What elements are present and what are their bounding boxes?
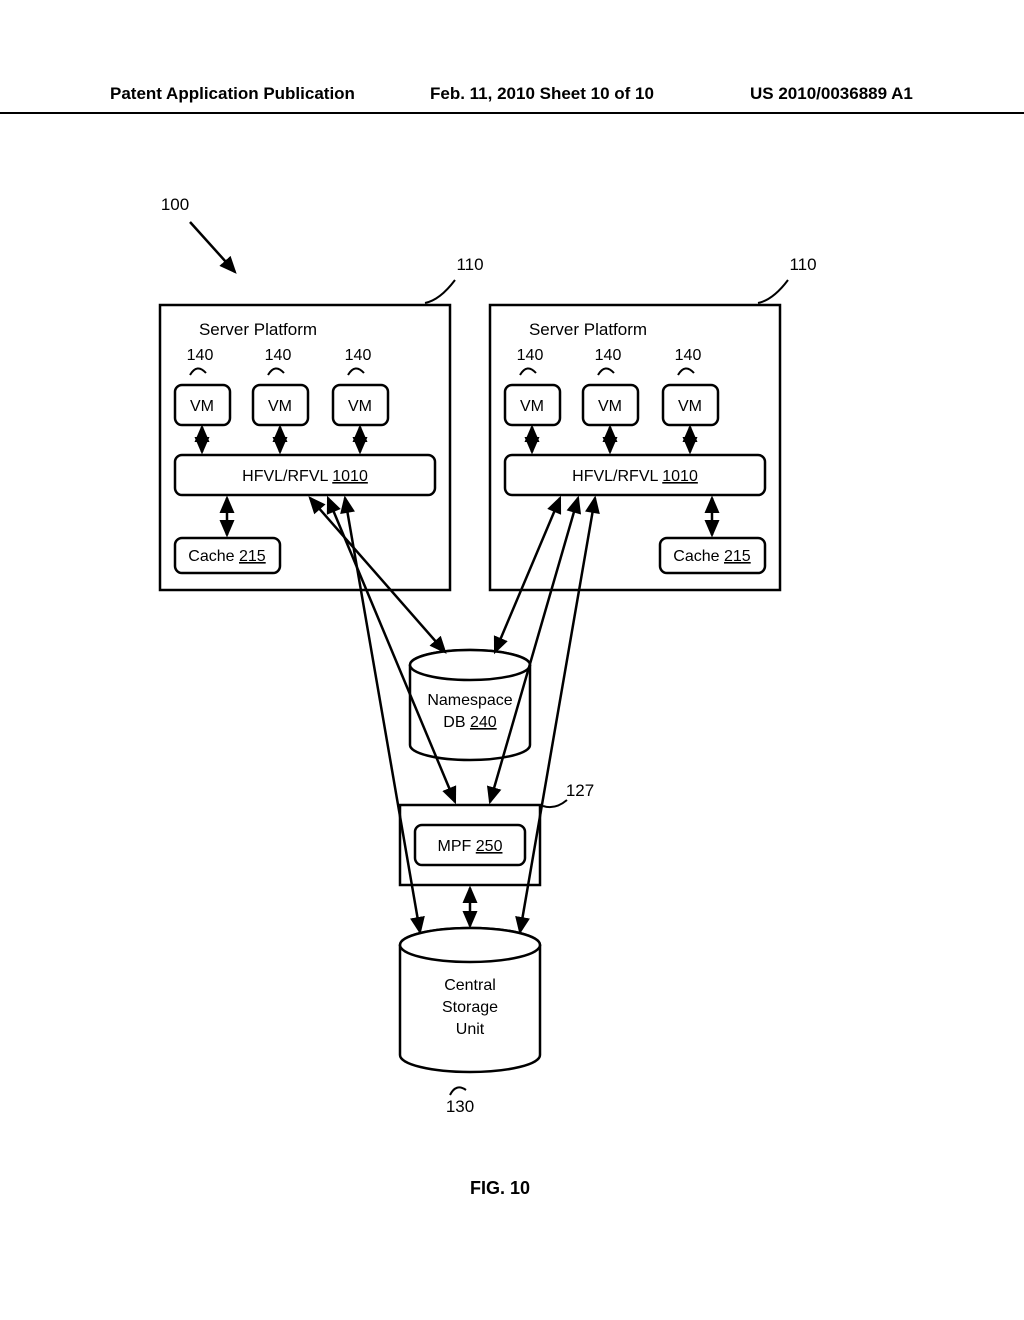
vm-ref-l2: 140 — [265, 347, 292, 364]
vm-lead-l2 — [268, 368, 284, 375]
vm-lead-l3 — [348, 368, 364, 375]
vm-label-l2: VM — [268, 398, 292, 415]
cache-label-left: Cache 215 — [188, 548, 266, 565]
namespace-db: Namespace DB 240 — [410, 650, 530, 760]
hfvl-mpf-right — [490, 498, 578, 802]
hfvl-ns-left — [310, 498, 445, 652]
vm-lead-r2 — [598, 368, 614, 375]
hfvl-mpf-left — [328, 498, 455, 802]
namespace-line1: Namespace — [427, 692, 512, 709]
vm-ref-r1: 140 — [517, 347, 544, 364]
namespace-line2: DB 240 — [443, 714, 496, 731]
vm-ref-r3: 140 — [675, 347, 702, 364]
vm-lead-r1 — [520, 368, 536, 375]
mpf-lead — [543, 800, 567, 807]
vm-group-right: 140 VM 140 VM 140 VM — [505, 347, 718, 452]
central-line2: Storage — [442, 999, 498, 1016]
vm-label-l3: VM — [348, 398, 372, 415]
vm-label-r1: VM — [520, 398, 544, 415]
mpf-ref: 127 — [566, 781, 594, 800]
figure-caption: FIG. 10 — [470, 1178, 530, 1199]
vm-ref-l1: 140 — [187, 347, 214, 364]
mpf-label: MPF 250 — [438, 838, 503, 855]
vm-lead-r3 — [678, 368, 694, 375]
page: Patent Application Publication Feb. 11, … — [0, 0, 1024, 1320]
hfvl-ns-right — [495, 498, 560, 652]
vm-group-left: 140 VM 140 VM 140 VM — [175, 347, 388, 452]
system-ref-label: 100 — [161, 195, 189, 214]
server-title-left: Server Platform — [199, 320, 317, 339]
system-ref-arrow — [190, 222, 235, 272]
vm-lead-l1 — [190, 368, 206, 375]
hfvl-label-right: HFVL/RFVL 1010 — [572, 468, 698, 485]
vm-ref-r2: 140 — [595, 347, 622, 364]
vm-label-r2: VM — [598, 398, 622, 415]
central-line3: Unit — [456, 1021, 485, 1038]
vm-label-r3: VM — [678, 398, 702, 415]
server-ref-left: 110 — [456, 255, 483, 274]
vm-ref-l3: 140 — [345, 347, 372, 364]
server-lead-right — [758, 280, 788, 303]
hfvl-label-left: HFVL/RFVL 1010 — [242, 468, 368, 485]
vm-label-l1: VM — [190, 398, 214, 415]
server-title-right: Server Platform — [529, 320, 647, 339]
server-lead-left — [425, 280, 455, 303]
storage-ref: 130 — [446, 1097, 474, 1116]
cache-label-right: Cache 215 — [673, 548, 751, 565]
server-ref-right: 110 — [789, 255, 816, 274]
central-line1: Central — [444, 977, 496, 994]
diagram-svg: 100 Server Platform 110 Server Platform … — [0, 0, 1024, 1320]
storage-lead — [450, 1087, 466, 1095]
central-storage: Central Storage Unit — [400, 928, 540, 1072]
